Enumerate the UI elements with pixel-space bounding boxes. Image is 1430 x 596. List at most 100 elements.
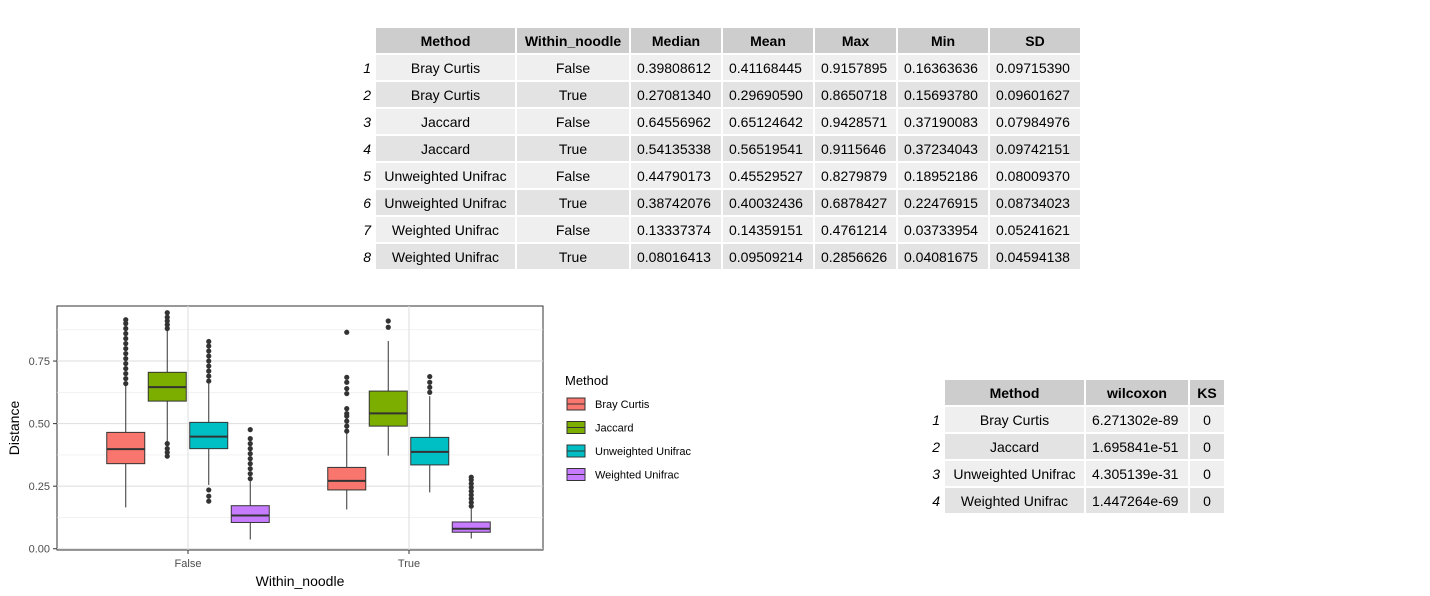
cell-min: 0.15693780 — [898, 82, 988, 107]
cell-min: 0.37190083 — [898, 109, 988, 134]
cell-wilcoxon: 6.271302e-89 — [1086, 407, 1188, 432]
box-body — [368, 390, 408, 427]
outlier-point — [123, 335, 129, 342]
cell-method: Unweighted Unifrac — [376, 163, 515, 188]
cell-mean: 0.09509214 — [723, 244, 813, 269]
cell-mean: 0.14359151 — [723, 217, 813, 242]
outlier-point — [164, 441, 170, 447]
outlier-point — [468, 499, 474, 506]
outlier-point — [206, 363, 212, 369]
cell-min: 0.03733954 — [898, 217, 988, 242]
outlier-point — [468, 492, 474, 498]
row-number: 7 — [363, 221, 371, 238]
cell-min: 0.18952186 — [898, 163, 988, 188]
table-row: 7 Weighted Unifrac False 0.13337374 0.143591… — [362, 217, 1080, 242]
legend-item: Weighted Unifrac — [566, 468, 680, 482]
outlier-point — [468, 474, 474, 480]
column-header-method: Method — [376, 28, 515, 53]
outlier-point — [427, 373, 433, 380]
cell-within: True — [517, 244, 629, 269]
cell-within: False — [517, 163, 629, 188]
cell-within: True — [517, 136, 629, 161]
outlier-point — [247, 441, 253, 447]
box-layer — [106, 310, 491, 540]
column-header-mean: Mean — [723, 28, 813, 53]
table-row: 8 Weighted Unifrac True 0.08016413 0.0950921… — [362, 244, 1080, 269]
legend-item: Unweighted Unifrac — [566, 444, 691, 458]
outlier-point — [247, 466, 253, 472]
cell-ks: 0 — [1190, 407, 1224, 432]
outlier-point — [206, 338, 212, 345]
table-row: 3 Jaccard False 0.64556962 0.65124642 0.94285… — [362, 109, 1080, 134]
cell-method: Jaccard — [945, 434, 1084, 459]
row-number: 3 — [932, 465, 940, 482]
outlier-point — [344, 418, 350, 424]
cell-ks: 0 — [1190, 488, 1224, 513]
cell-max: 0.8279879 — [815, 163, 896, 188]
outlier-point — [247, 446, 253, 452]
outlier-point — [123, 370, 129, 377]
outlier-point — [468, 496, 474, 502]
outlier-point — [247, 471, 253, 477]
table-row: 6 Unweighted Unifrac True 0.38742076 0.40032… — [362, 190, 1080, 215]
outlier-point — [123, 365, 129, 372]
cell-median: 0.38742076 — [631, 190, 721, 215]
box-body — [451, 521, 491, 533]
box-jaccard-true — [368, 318, 408, 456]
x-tick-label: True — [398, 558, 420, 570]
cell-sd: 0.08734023 — [990, 190, 1080, 215]
table-row: 1 Bray Curtis False 0.39808612 0.41168445 0.9… — [362, 55, 1080, 80]
column-header-ks: KS — [1190, 380, 1224, 405]
outlier-point — [344, 428, 350, 434]
box-unweighted-unifrac-false — [189, 338, 229, 504]
legend-label: Jaccard — [595, 423, 634, 435]
x-tick-label: False — [175, 558, 202, 570]
cell-max: 0.6878427 — [815, 190, 896, 215]
cell-min: 0.22476915 — [898, 190, 988, 215]
cell-method: Jaccard — [376, 109, 515, 134]
legend-item: Bray Curtis — [566, 397, 650, 411]
outlier-point — [427, 384, 433, 390]
table-row: 3 Unweighted Unifrac 4.305139e-31 0 — [931, 461, 1224, 486]
cell-sd: 0.04594138 — [990, 244, 1080, 269]
x-axis-title: Within_noodle — [256, 573, 345, 589]
box-body — [327, 466, 367, 491]
test-results-table: Method wilcoxon KS 1 Bray Curtis 6.271302e… — [929, 378, 1226, 515]
outlier-point — [123, 380, 129, 387]
cell-mean: 0.41168445 — [723, 55, 813, 80]
column-header-method: Method — [945, 380, 1084, 405]
outlier-point — [247, 451, 253, 457]
row-number: 4 — [932, 492, 940, 509]
legend-item: Jaccard — [566, 421, 634, 435]
box-bray-curtis-true — [327, 329, 367, 510]
outlier-point — [344, 423, 350, 429]
column-header-within-noodle: Within_noodle — [517, 28, 629, 53]
cell-method: Bray Curtis — [945, 407, 1084, 432]
y-tick-label: 0.50 — [29, 419, 50, 431]
outlier-point — [123, 355, 129, 362]
cell-max: 0.9115646 — [815, 136, 896, 161]
cell-max: 0.4761214 — [815, 217, 896, 242]
outlier-point — [206, 493, 212, 499]
cell-method: Weighted Unifrac — [945, 488, 1084, 513]
cell-median: 0.44790173 — [631, 163, 721, 188]
cell-min: 0.04081675 — [898, 244, 988, 269]
outlier-point — [123, 317, 129, 323]
outlier-point — [206, 358, 212, 364]
outlier-point — [247, 476, 253, 482]
row-number-header — [362, 28, 374, 53]
legend: Method Bray Curtis Jaccard Unweighted Unif… — [565, 373, 691, 482]
table-row: 2 Bray Curtis True 0.27081340 0.29690590 0.86… — [362, 82, 1080, 107]
cell-max: 0.2856626 — [815, 244, 896, 269]
legend-title: Method — [565, 373, 608, 388]
outlier-point — [164, 449, 170, 455]
cell-median: 0.27081340 — [631, 82, 721, 107]
table-row: 4 Weighted Unifrac 1.447264e-69 0 — [931, 488, 1224, 513]
outlier-point — [344, 411, 350, 417]
outlier-point — [206, 498, 212, 504]
table-row: 5 Unweighted Unifrac False 0.44790173 0.4552… — [362, 163, 1080, 188]
cell-mean: 0.65124642 — [723, 109, 813, 134]
cell-max: 0.9428571 — [815, 109, 896, 134]
outlier-point — [123, 345, 129, 352]
cell-within: True — [517, 190, 629, 215]
